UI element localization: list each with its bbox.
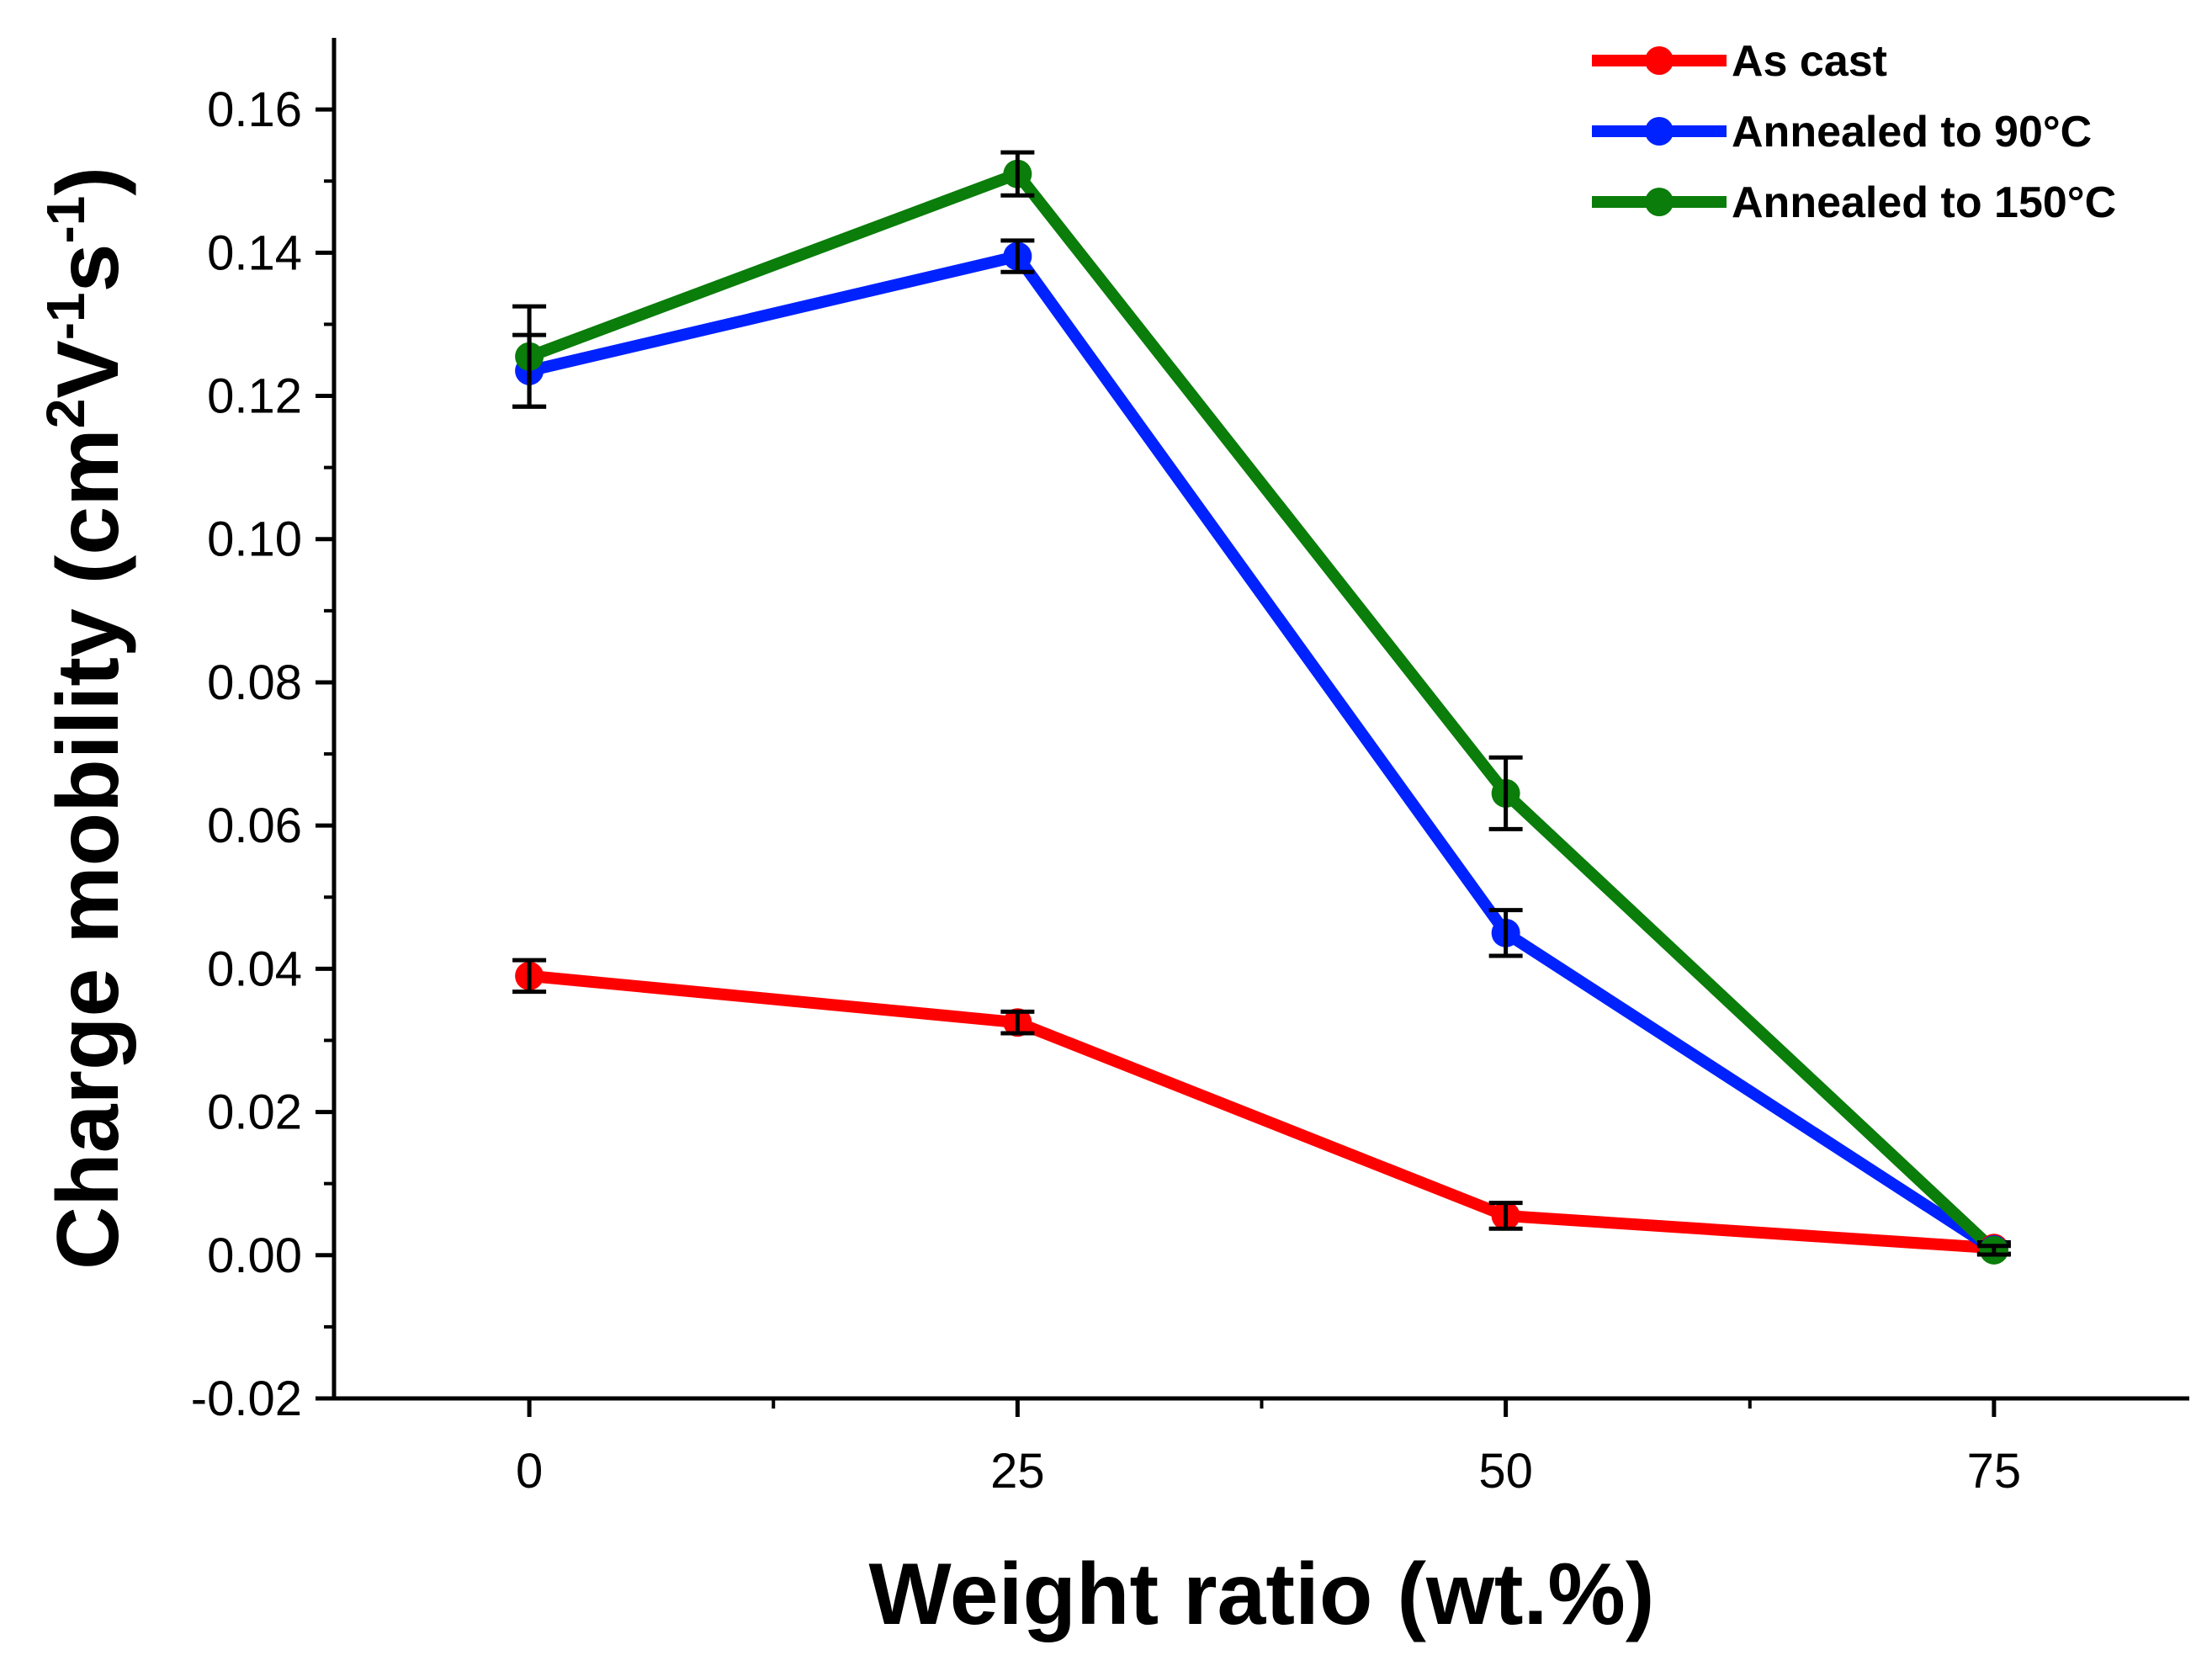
y-axis-title-s: s: [40, 244, 137, 293]
legend-label: As cast: [1732, 37, 1887, 86]
legend-entry: As cast: [1592, 37, 1887, 86]
series-1-points: [512, 958, 2011, 1263]
y-tick-label: 0.14: [207, 225, 302, 280]
legend-label: Annealed to 150°C: [1732, 178, 2116, 227]
legend-swatch-marker: [1645, 46, 1674, 75]
y-axis-title-suffix: ): [40, 167, 137, 196]
series-3: [527, 167, 1998, 1255]
x-axis-title: Weight ratio (wt.%): [868, 1546, 1654, 1643]
series-2: [528, 250, 1997, 1255]
series-line: [527, 167, 1998, 1255]
y-tick-label: -0.02: [191, 1372, 302, 1426]
y-tick-label: 0.06: [207, 799, 302, 853]
y-axis-title-sup-2: 2: [35, 399, 96, 429]
series: [512, 150, 2011, 1265]
y-axis-title-prefix: Charge mobility (cm: [40, 428, 137, 1270]
series-line: [528, 969, 1995, 1255]
x-tick-label: 75: [1967, 1444, 2022, 1499]
legend-entry: Annealed to 90°C: [1592, 108, 2092, 157]
series-3-points: [512, 150, 2011, 1265]
ticks: -0.02 0.00 0.02 0.04 0.06 0.08 0.10 0.12 0.14 0.1…: [191, 82, 2021, 1499]
y-tick-label: 0.04: [207, 942, 302, 996]
y-tick-label: 0.10: [207, 512, 302, 567]
legend-swatch-marker: [1645, 188, 1674, 216]
y-tick-label: 0.02: [207, 1085, 302, 1140]
y-axis-title-v: V: [40, 340, 137, 398]
y-tick-label: 0.00: [207, 1228, 302, 1283]
series-1: [528, 969, 1995, 1255]
legend-entry: Annealed to 150°C: [1592, 178, 2116, 227]
x-tick-label: 25: [990, 1444, 1045, 1499]
y-tick-label: 0.08: [207, 655, 302, 710]
legend-label: Annealed to 90°C: [1732, 108, 2092, 157]
legend-swatch-marker: [1645, 117, 1674, 146]
series-line: [528, 250, 1997, 1255]
y-axis-title: Charge mobility (cm2V-1s-1): [35, 167, 137, 1270]
x-tick-label: 50: [1478, 1444, 1533, 1499]
x-tick-label: 0: [516, 1444, 543, 1499]
legend: As cast Annealed to 90°C Annealed to 150°C: [1592, 37, 2116, 227]
y-tick-label: 0.16: [207, 82, 302, 137]
y-axis-title-sup-minus1-b: -1: [35, 196, 96, 244]
y-tick-label: 0.12: [207, 369, 302, 424]
y-axis-title-sup-minus1-a: -1: [35, 292, 96, 340]
